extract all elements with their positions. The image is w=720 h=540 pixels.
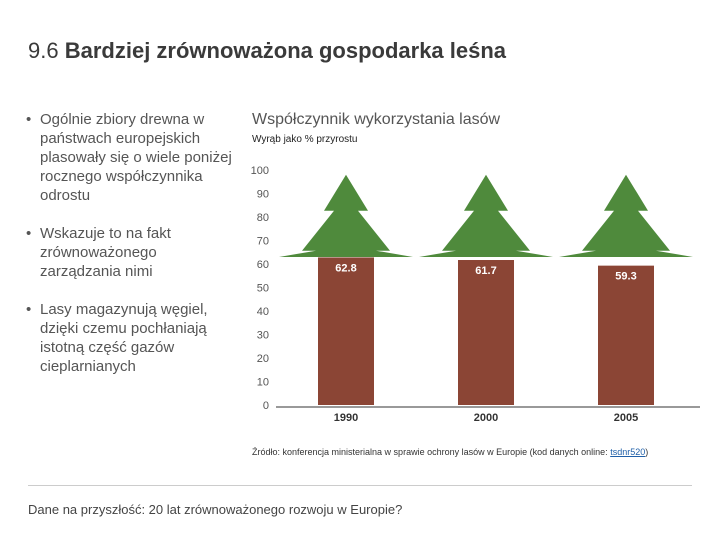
tree-canopy: [279, 174, 413, 257]
y-tick-label: 100: [251, 165, 269, 177]
bar-value-label: 59.3: [615, 271, 636, 283]
y-tick-label: 70: [257, 236, 269, 248]
y-tick-label: 40: [257, 306, 269, 318]
source-prefix: Źródło: konferencja ministerialna w spra…: [252, 447, 611, 457]
title-text: Bardziej zrównoważona gospodarka leśna: [64, 38, 507, 63]
bar-value-label: 62.8: [335, 262, 356, 274]
title-number: 9.6: [28, 38, 59, 63]
footer-divider: [28, 485, 692, 486]
y-tick-label: 50: [257, 283, 269, 295]
y-tick-label: 0: [263, 400, 269, 412]
y-tick-label: 90: [257, 189, 269, 201]
tree-canopy: [559, 174, 693, 257]
chart-subtitle: Wyrąb jako % przyrostu: [252, 134, 358, 145]
source-note: Źródło: konferencja ministerialna w spra…: [252, 446, 672, 459]
source-suffix: ): [645, 447, 649, 457]
bullet-item: Wskazuje to na fakt zrównoważonego zarzą…: [26, 224, 238, 281]
bar: [598, 265, 654, 405]
slide-title: 9.6 Bardziej zrównoważona gospodarka leś…: [28, 38, 506, 64]
x-tick-label: 2000: [474, 412, 498, 424]
y-tick-label: 80: [257, 212, 269, 224]
y-tick-label: 20: [257, 353, 269, 365]
bullet-item: Lasy magazynują węgiel, dzięki czemu poc…: [26, 300, 238, 376]
tree-canopy: [419, 174, 553, 257]
bar: [458, 260, 514, 405]
bullet-item: Ogólnie zbiory drewna w państwach europe…: [26, 110, 238, 205]
chart-title: Współczynnik wykorzystania lasów: [252, 111, 501, 128]
y-tick-label: 60: [257, 259, 269, 271]
y-tick-label: 30: [257, 330, 269, 342]
bar-value-label: 61.7: [475, 265, 496, 277]
bullet-list: Ogólnie zbiory drewna w państwach europe…: [26, 110, 238, 395]
x-tick-label: 2005: [614, 412, 638, 424]
forest-utilisation-chart: 0 10 20 30 40 50 60 70 80 90 100 62.8 1990 61.7 2000 59…: [251, 165, 700, 424]
footer-text: Dane na przyszłość: 20 lat zrównoważoneg…: [28, 502, 403, 517]
source-link[interactable]: tsdnr520: [610, 447, 646, 457]
bar: [318, 257, 374, 405]
y-tick-label: 10: [257, 377, 269, 389]
x-tick-label: 1990: [334, 412, 358, 424]
